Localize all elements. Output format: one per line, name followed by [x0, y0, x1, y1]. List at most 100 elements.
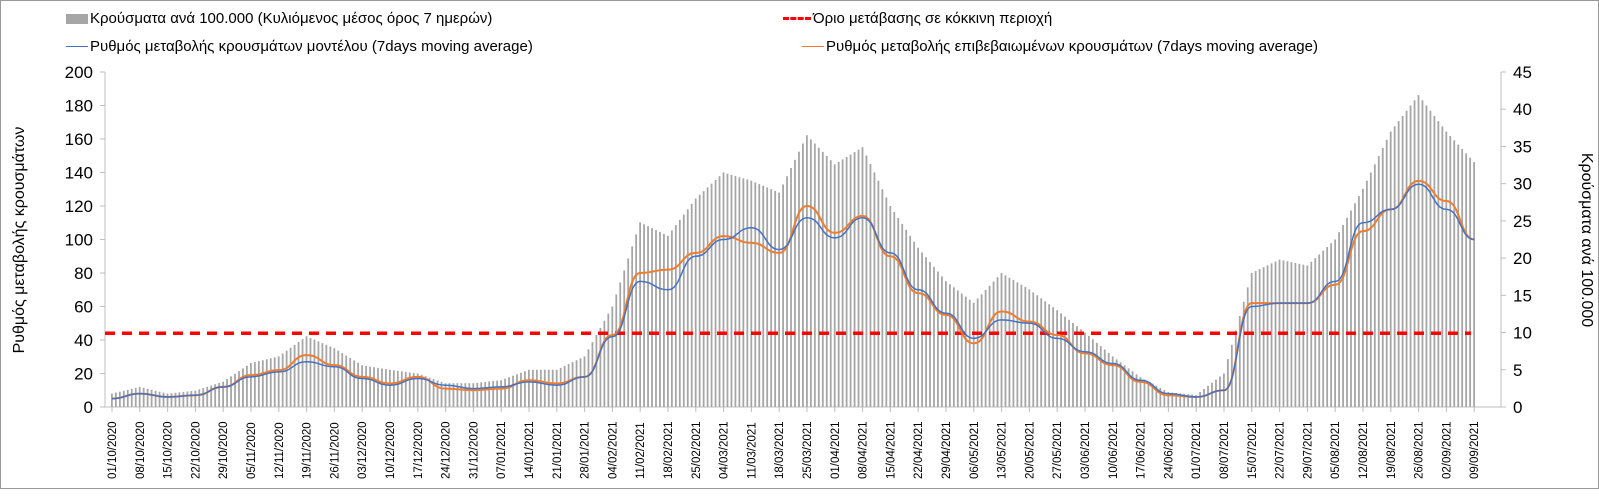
y-tick-label: 40: [74, 331, 93, 350]
case-bar: [1012, 280, 1015, 407]
case-bar: [1338, 232, 1340, 407]
case-bar: [440, 381, 443, 407]
case-bar: [476, 382, 479, 407]
case-bar: [246, 365, 248, 407]
case-bar: [1123, 365, 1126, 407]
case-bar: [746, 179, 749, 407]
x-tick-label: 18/03/2021: [774, 421, 786, 479]
case-bar: [972, 302, 975, 407]
case-bar: [1350, 210, 1352, 407]
case-bar: [1115, 359, 1118, 407]
case-bar: [825, 156, 828, 407]
legend-bars: Κρούσματα ανά 100.000 (Κυλιόμενος μέσος …: [66, 10, 492, 27]
x-tick-label: 01/04/2021: [830, 421, 842, 479]
x-tick-label: 02/09/2021: [1441, 421, 1453, 479]
x-tick-label: 10/12/2020: [385, 421, 397, 479]
case-bar: [718, 176, 721, 407]
x-tick-label: 22/04/2021: [913, 421, 925, 479]
case-bar: [1091, 339, 1094, 407]
case-bar: [1270, 263, 1273, 407]
case-bar: [269, 358, 272, 407]
case-bar: [1060, 313, 1062, 407]
case-bar: [436, 380, 439, 407]
case-bar: [937, 271, 939, 407]
case-bar: [444, 383, 447, 407]
case-bar: [500, 380, 502, 407]
x-tick-label: 03/06/2021: [1080, 421, 1092, 479]
case-bar: [369, 366, 371, 407]
case-bar: [345, 355, 348, 407]
case-bar: [1004, 275, 1007, 407]
case-bar: [996, 277, 999, 407]
case-bar: [349, 357, 352, 407]
x-tick-label: 29/07/2021: [1302, 421, 1314, 479]
case-bar: [1346, 217, 1348, 407]
case-bar: [1036, 295, 1039, 407]
case-bar: [806, 135, 808, 407]
case-bar: [547, 369, 550, 407]
case-bar: [373, 367, 375, 407]
case-bar: [1409, 105, 1412, 407]
case-bar: [782, 184, 784, 407]
case-bar: [1266, 265, 1269, 407]
case-bar: [1449, 135, 1452, 407]
case-bar: [1103, 349, 1106, 407]
x-tick-label: 15/07/2021: [1247, 421, 1259, 479]
case-bar: [150, 389, 153, 407]
case-bar: [698, 194, 701, 407]
case-bar: [1135, 374, 1138, 407]
case-bar: [809, 139, 812, 407]
x-tick-label: 29/04/2021: [941, 421, 953, 479]
case-bar: [849, 154, 852, 407]
case-bar: [325, 344, 328, 407]
case-bar: [460, 383, 463, 407]
case-bar: [948, 284, 951, 407]
case-bar: [921, 252, 923, 407]
case-bar: [877, 180, 880, 407]
case-bar: [1000, 273, 1003, 407]
y-tick-label: 180: [65, 97, 93, 116]
case-bar: [508, 377, 510, 407]
case-bar: [643, 224, 645, 407]
case-bar: [1076, 326, 1078, 407]
case-bar: [1044, 301, 1047, 407]
case-bar: [968, 299, 971, 407]
case-bar: [142, 387, 145, 407]
line-swatch-icon: [66, 46, 88, 47]
case-bar: [226, 379, 228, 407]
case-bar: [635, 234, 638, 407]
x-tick-label: 22/07/2021: [1275, 421, 1287, 479]
x-tick-label: 06/05/2021: [969, 421, 981, 479]
case-bar: [1080, 329, 1082, 407]
y-tick-label: 0: [84, 398, 93, 417]
case-bar: [857, 149, 860, 407]
case-bar: [1441, 126, 1444, 407]
x-tick-label: 24/06/2021: [1163, 421, 1175, 479]
case-bar: [837, 161, 840, 407]
x-tick-label: 07/01/2021: [496, 421, 508, 479]
case-bar: [162, 392, 165, 407]
y-tick-label: 80: [74, 264, 93, 283]
x-tick-label: 05/11/2020: [246, 422, 258, 479]
case-bar: [917, 247, 919, 407]
y-tick-label: 120: [65, 197, 93, 216]
case-bar: [1330, 243, 1333, 407]
legend-model: Ρυθμός μεταβολής κρουσμάτων μοντέλου (7d…: [66, 38, 533, 55]
case-bar: [1072, 322, 1074, 407]
case-bar: [1318, 254, 1321, 407]
case-bar: [1226, 359, 1229, 407]
case-bar: [655, 230, 657, 407]
x-tick-label: 29/10/2020: [218, 421, 230, 479]
case-bar: [813, 143, 816, 408]
case-bar: [802, 143, 804, 407]
case-bar: [853, 152, 856, 407]
case-bar: [901, 223, 904, 407]
legend-bars-label: Κρούσματα ανά 100.000 (Κυλιόμενος μέσος …: [90, 10, 493, 27]
case-bar: [694, 198, 697, 407]
x-tick-label: 08/04/2021: [858, 421, 870, 479]
case-bar: [1342, 225, 1344, 407]
case-bar: [794, 159, 796, 407]
y-tick-label: 140: [65, 164, 93, 183]
y2-tick-label: 0: [1513, 398, 1522, 417]
